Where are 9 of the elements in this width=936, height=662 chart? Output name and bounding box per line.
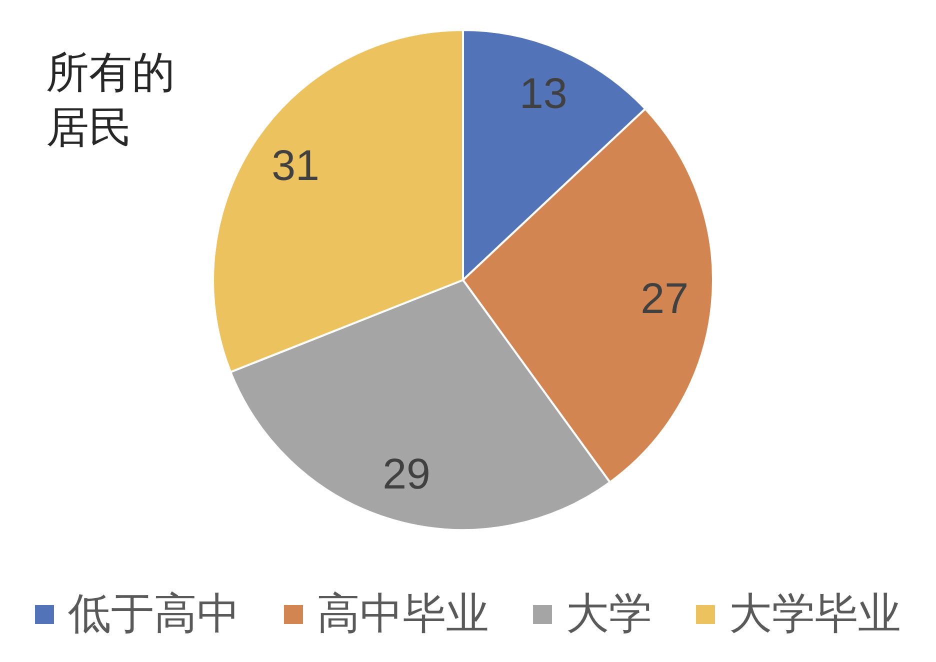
legend-label: 大学毕业 <box>729 589 901 640</box>
data-label: 29 <box>382 450 430 498</box>
text: 所有的居民 <box>46 48 176 154</box>
legend-label: 高中毕业 <box>317 589 489 640</box>
data-label: 31 <box>272 142 320 190</box>
legend-label: 大学 <box>566 589 652 640</box>
data-label: 13 <box>520 70 568 118</box>
data-label: 27 <box>640 275 689 324</box>
legend-label: 低于高中 <box>68 589 240 640</box>
